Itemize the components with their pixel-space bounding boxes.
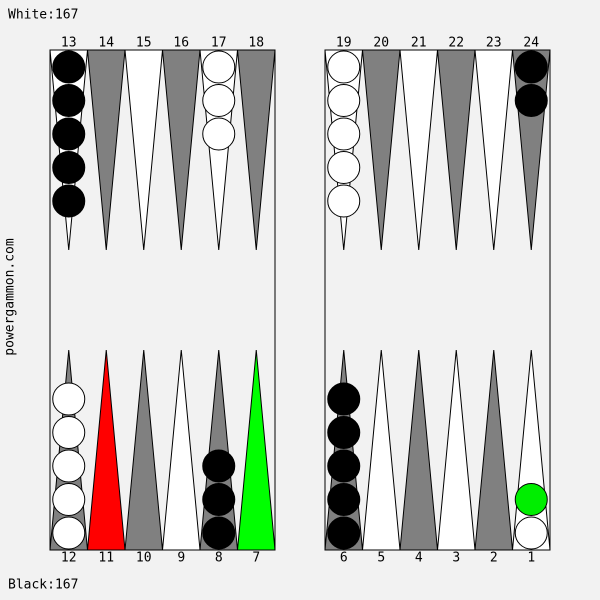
checker — [202, 84, 236, 117]
black-score: Black:167 — [8, 578, 78, 593]
checker — [52, 184, 86, 218]
point-triangle — [161, 49, 201, 251]
point-label: 18 — [248, 36, 264, 51]
checker — [202, 516, 236, 550]
point-label: 24 — [523, 36, 539, 51]
point-triangle — [474, 49, 514, 251]
checker — [52, 516, 86, 550]
point-label: 16 — [173, 36, 189, 51]
checker — [202, 449, 236, 483]
checker — [202, 117, 236, 151]
checker — [52, 416, 86, 449]
white-score: White:167 — [8, 8, 78, 23]
point-triangle — [124, 349, 164, 551]
point-triangle — [361, 349, 401, 551]
point-label: 10 — [136, 551, 152, 566]
checker — [327, 117, 361, 151]
point-label: 11 — [98, 551, 114, 566]
point-label: 4 — [415, 551, 423, 566]
point-label: 1 — [527, 551, 535, 566]
point-label: 22 — [448, 36, 464, 51]
checker — [52, 117, 86, 151]
checker — [327, 382, 361, 416]
point-triangle — [124, 49, 164, 251]
point-label: 14 — [98, 36, 114, 51]
point-triangle — [161, 349, 201, 551]
point-label: 2 — [490, 551, 498, 566]
right-board — [324, 49, 551, 551]
point-triangle — [436, 349, 476, 551]
checker — [514, 516, 548, 550]
point-triangle — [86, 49, 126, 251]
point-label: 9 — [177, 551, 185, 566]
checker — [514, 84, 548, 117]
point-triangle — [436, 49, 476, 251]
checker — [52, 483, 86, 516]
checker — [327, 416, 361, 449]
point-label: 19 — [336, 36, 352, 51]
point-triangle — [86, 349, 126, 551]
point-label: 3 — [452, 551, 460, 566]
point-label: 6 — [340, 551, 348, 566]
point-triangle — [474, 349, 514, 551]
checker — [52, 382, 86, 416]
point-triangle — [399, 49, 439, 251]
point-label: 5 — [377, 551, 385, 566]
checker — [514, 50, 548, 84]
point-triangle — [236, 49, 276, 251]
point-label: 15 — [136, 36, 152, 51]
checker — [327, 516, 361, 550]
checker — [52, 84, 86, 117]
checker — [514, 483, 548, 516]
point-triangle — [236, 349, 276, 551]
point-label: 20 — [373, 36, 389, 51]
point-label: 12 — [61, 551, 77, 566]
checker — [202, 483, 236, 516]
checker — [52, 50, 86, 84]
point-label: 8 — [215, 551, 223, 566]
point-label: 13 — [61, 36, 77, 51]
checker — [327, 50, 361, 84]
point-label: 17 — [211, 36, 227, 51]
checker — [327, 84, 361, 117]
checker — [52, 449, 86, 483]
checker — [327, 184, 361, 218]
point-label: 21 — [411, 36, 427, 51]
checker — [202, 50, 236, 84]
checker — [327, 483, 361, 516]
point-label: 7 — [252, 551, 260, 566]
checker — [327, 449, 361, 483]
site-label: powergammon.com — [3, 238, 18, 356]
point-label: 23 — [486, 36, 502, 51]
left-board — [49, 49, 276, 551]
point-triangle — [361, 49, 401, 251]
point-triangle — [399, 349, 439, 551]
checker — [327, 151, 361, 184]
checker — [52, 151, 86, 184]
